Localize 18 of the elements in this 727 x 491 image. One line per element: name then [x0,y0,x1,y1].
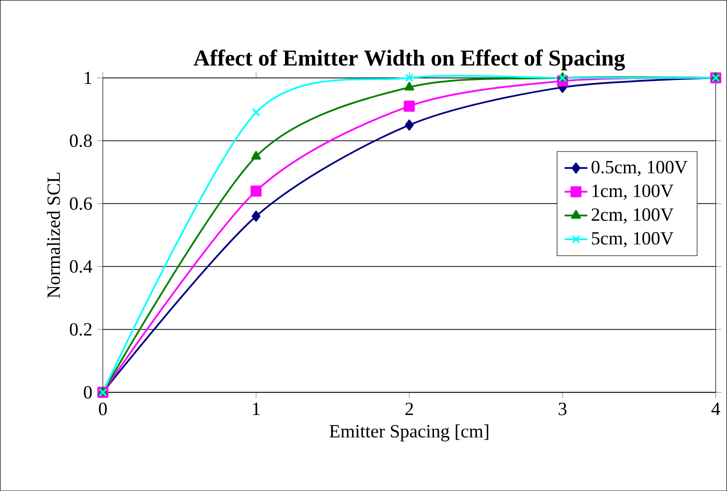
legend-label: 5cm, 100V [592,232,674,248]
y-tick-label: 0 [84,386,92,399]
y-tick-label: 1 [84,72,92,84]
x-tick-label: 1 [253,402,260,415]
x-tick-label: 3 [558,402,566,416]
y-tick-label: 0.6 [70,197,92,210]
x-tick-label: 0 [98,402,107,416]
x-tick-label: 4 [711,402,720,415]
y-tick-label: 0.4 [70,260,92,273]
x-axis-title: Emitter Spacing [cm] [330,424,488,442]
legend-label: 1cm, 100V [592,184,674,200]
legend-label: 2cm, 100V [592,208,674,224]
chart-title: Affect of Emitter Width on Effect of Spacing [194,49,625,70]
y-tick-label: 0.2 [70,322,92,336]
y-tick-label: 0.8 [70,134,92,148]
x-tick-label: 2 [405,402,413,415]
y-axis-title: Normalized SCL [46,172,60,298]
legend-label: 0.5cm, 100V [592,160,688,176]
